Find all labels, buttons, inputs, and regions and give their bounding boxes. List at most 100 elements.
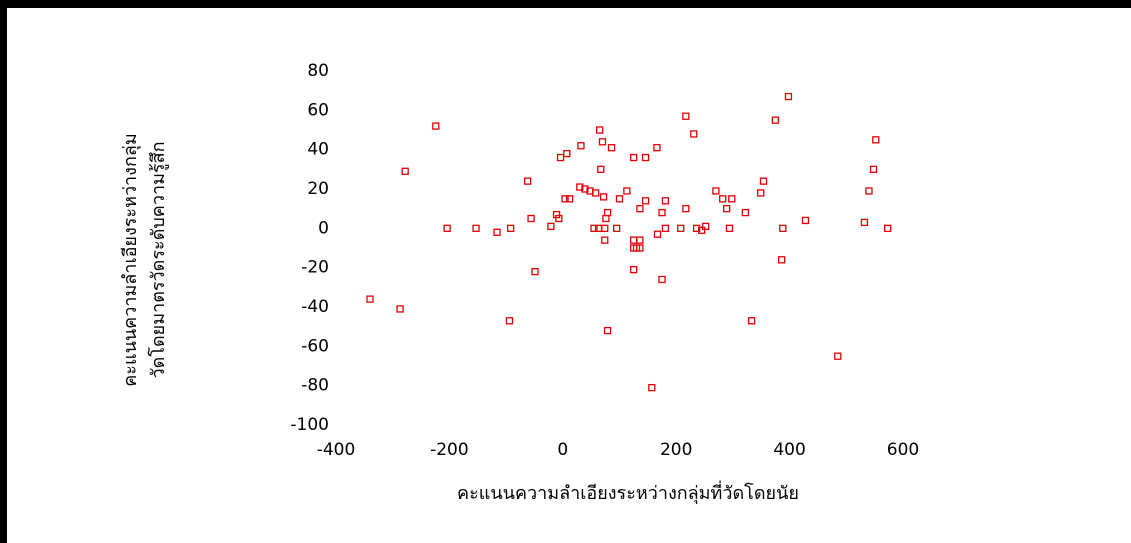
y-axis-title: คะแนนความลำเอียงระหว่างกลุ่ม bbox=[120, 133, 141, 386]
point bbox=[601, 236, 609, 244]
point bbox=[884, 224, 892, 232]
point bbox=[692, 224, 701, 232]
point bbox=[623, 187, 631, 195]
point bbox=[505, 317, 514, 325]
point bbox=[401, 167, 409, 175]
x-tick-label: 200 bbox=[660, 440, 692, 460]
y-tick-label: -80 bbox=[301, 376, 329, 396]
point bbox=[747, 317, 756, 325]
point bbox=[757, 189, 765, 197]
point bbox=[641, 197, 650, 205]
point bbox=[613, 224, 621, 232]
point bbox=[577, 142, 585, 150]
point bbox=[602, 214, 610, 223]
y-tick-label: 40 bbox=[307, 140, 329, 160]
point bbox=[630, 265, 638, 274]
point bbox=[725, 224, 734, 232]
y-tick-label: 20 bbox=[307, 179, 329, 199]
y-tick-label: -20 bbox=[301, 258, 329, 278]
point bbox=[432, 122, 440, 130]
point bbox=[555, 214, 563, 223]
point bbox=[527, 214, 535, 223]
x-axis-title: คะแนนความลำเอียงระหว่างกลุ่มที่วัดโดยนัย bbox=[457, 480, 799, 504]
x-tick-label: -400 bbox=[317, 440, 356, 460]
point bbox=[702, 222, 710, 231]
y-tick-label: -100 bbox=[290, 415, 329, 435]
point bbox=[865, 187, 873, 195]
point bbox=[771, 116, 780, 124]
point bbox=[443, 224, 451, 232]
point bbox=[366, 295, 374, 303]
point bbox=[690, 130, 698, 138]
point bbox=[759, 177, 768, 185]
point bbox=[869, 165, 878, 173]
point bbox=[636, 236, 644, 244]
x-tick-label: 600 bbox=[887, 440, 919, 460]
point bbox=[636, 244, 644, 252]
point bbox=[653, 144, 661, 152]
point bbox=[598, 138, 607, 146]
x-tick-label: -200 bbox=[430, 440, 469, 460]
point bbox=[682, 112, 690, 120]
point bbox=[677, 224, 685, 232]
point bbox=[698, 226, 706, 234]
point bbox=[596, 126, 604, 134]
point bbox=[723, 205, 731, 213]
point bbox=[565, 195, 574, 203]
point bbox=[630, 236, 638, 244]
point bbox=[607, 144, 616, 152]
point bbox=[860, 218, 869, 227]
point bbox=[661, 197, 670, 205]
point bbox=[682, 205, 690, 213]
point bbox=[778, 256, 786, 264]
point bbox=[556, 153, 565, 162]
point bbox=[834, 352, 842, 360]
point bbox=[648, 383, 656, 392]
y-tick-label: -60 bbox=[301, 336, 329, 356]
point bbox=[630, 153, 638, 162]
point bbox=[561, 195, 569, 203]
point bbox=[603, 208, 612, 217]
point bbox=[531, 267, 539, 276]
y-tick-label: -40 bbox=[301, 297, 329, 317]
point bbox=[661, 224, 670, 232]
point bbox=[597, 165, 605, 173]
point bbox=[472, 224, 480, 232]
point bbox=[592, 189, 600, 197]
point bbox=[547, 222, 555, 231]
point bbox=[506, 224, 515, 232]
point bbox=[576, 183, 584, 191]
point bbox=[493, 228, 501, 236]
point bbox=[728, 195, 736, 203]
point bbox=[658, 275, 666, 284]
point bbox=[552, 210, 561, 219]
point bbox=[641, 153, 650, 162]
point bbox=[801, 216, 810, 225]
y-axis-title: วัดโดยมาตรวัดระดับความรู้สึก bbox=[147, 142, 169, 379]
point bbox=[590, 224, 598, 232]
point bbox=[712, 187, 720, 195]
x-tick-label: 400 bbox=[773, 440, 805, 460]
y-tick-label: 60 bbox=[307, 100, 329, 120]
point bbox=[599, 193, 608, 201]
y-tick-label: 0 bbox=[318, 218, 329, 238]
point bbox=[658, 208, 666, 217]
point bbox=[872, 136, 880, 144]
point bbox=[601, 224, 609, 232]
point bbox=[523, 177, 532, 185]
point bbox=[581, 185, 589, 193]
point bbox=[741, 208, 750, 217]
point bbox=[396, 305, 404, 313]
point bbox=[779, 224, 787, 232]
point bbox=[603, 326, 612, 335]
y-tick-label: 80 bbox=[307, 61, 329, 81]
x-tick-label: 0 bbox=[557, 440, 568, 460]
point bbox=[784, 92, 793, 101]
point bbox=[563, 149, 571, 158]
top-border bbox=[0, 0, 1131, 8]
point bbox=[653, 230, 662, 238]
point bbox=[636, 205, 644, 213]
point bbox=[615, 195, 624, 203]
